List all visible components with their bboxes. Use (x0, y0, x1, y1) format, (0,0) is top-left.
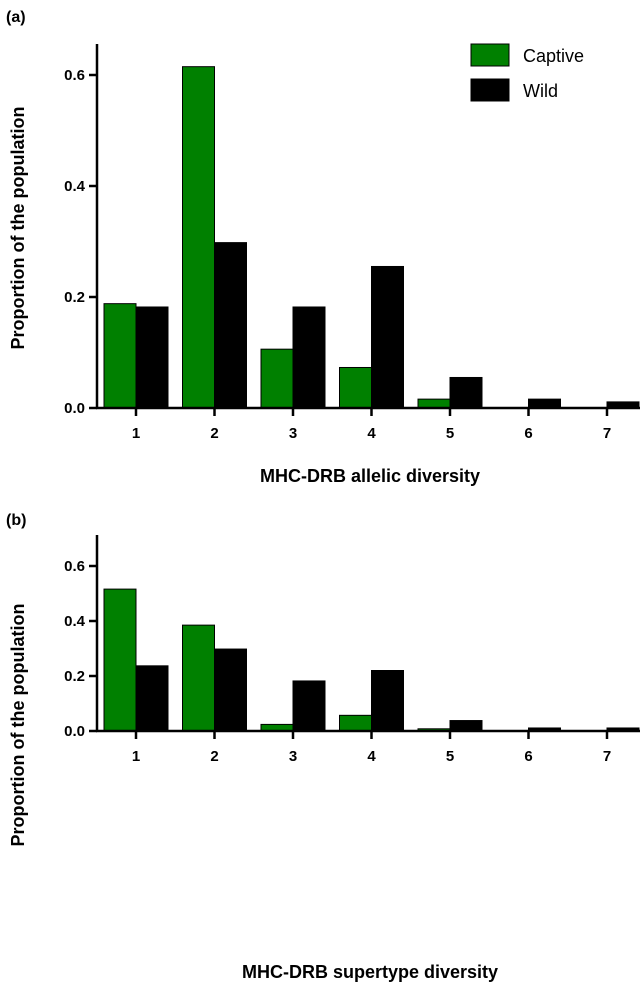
bar-wild-1 (135, 306, 169, 409)
x-tick-label: 3 (289, 425, 297, 442)
bar-chart-allelic-diversity: (a) Proportion of the population MHC-DRB… (6, 9, 640, 486)
x-tick-label: 6 (524, 425, 532, 442)
y-tick-label: 0.4 (64, 178, 86, 195)
x-tick-label: 2 (210, 425, 218, 442)
legend: Captive Wild (470, 43, 584, 102)
panel-label: (b) (6, 512, 26, 529)
x-tick-label: 1 (132, 425, 140, 442)
chart-panel-a: (a) Proportion of the population MHC-DRB… (6, 9, 640, 486)
bar-wild-4 (371, 670, 404, 732)
y-tick-label: 0.6 (64, 67, 85, 84)
bar-captive-5 (417, 398, 451, 409)
bar-wild-2 (214, 648, 247, 732)
bar-captive-4 (339, 714, 372, 732)
x-tick-label: 3 (289, 748, 297, 765)
x-tick-label: 4 (367, 748, 376, 765)
y-axis-label: Proportion of the population (8, 604, 28, 847)
bar-wild-6 (528, 398, 561, 409)
y-axis-title: Proportion of the population (8, 604, 28, 847)
x-tick-label: 4 (367, 425, 376, 442)
legend-label-wild: Wild (523, 81, 558, 101)
bar-wild-4 (371, 265, 404, 409)
bar-captive-2 (182, 624, 215, 732)
x-axis-label: MHC-DRB supertype diversity (242, 962, 498, 982)
bar-wild-2 (214, 242, 247, 409)
y-tick-label: 0.2 (64, 289, 85, 306)
bar-wild-3 (292, 306, 326, 409)
chart-panel-b: (b) Proportion of the population MHC-DRB… (0, 495, 640, 990)
panel-label: (a) (6, 9, 26, 26)
y-tick-label: 0.2 (64, 668, 85, 685)
bar-wild-5 (449, 376, 483, 409)
y-tick-label: 0.0 (64, 723, 85, 740)
legend-swatch-wild (470, 78, 510, 102)
legend-swatch-captive (470, 43, 510, 67)
y-axis-label: Proportion of the population (8, 107, 28, 350)
x-tick-label: 6 (524, 748, 532, 765)
x-tick-label: 2 (210, 748, 218, 765)
y-tick-label: 0.0 (64, 400, 85, 417)
plot-area: 1 2 3 4 5 6 7 0.0 0.2 0.4 0.6 (64, 535, 640, 765)
legend-label-captive: Captive (523, 46, 584, 66)
x-tick-label: 1 (132, 748, 140, 765)
x-tick-label: 7 (603, 748, 611, 765)
bar-wild-3 (292, 680, 326, 732)
plot-area: 1 2 3 4 5 6 7 0.0 0.2 0.4 0.6 (64, 44, 640, 442)
bar-wild-5 (449, 720, 483, 732)
x-axis-label: MHC-DRB allelic diversity (260, 466, 480, 486)
y-tick-label: 0.6 (64, 558, 85, 575)
bar-chart-supertype-diversity: (b) Proportion of the population MHC-DRB… (6, 512, 640, 982)
y-tick-label: 0.4 (64, 613, 86, 630)
bar-wild-1 (135, 665, 169, 732)
x-tick-label: 5 (446, 425, 454, 442)
bar-captive-4 (339, 366, 372, 409)
bar-captive-2 (182, 66, 215, 409)
bar-captive-1 (103, 588, 137, 732)
bar-captive-1 (103, 303, 137, 409)
y-axis-title: Proportion of the population (8, 107, 28, 350)
bar-captive-3 (260, 348, 294, 409)
x-tick-label: 7 (603, 425, 611, 442)
x-tick-label: 5 (446, 748, 454, 765)
